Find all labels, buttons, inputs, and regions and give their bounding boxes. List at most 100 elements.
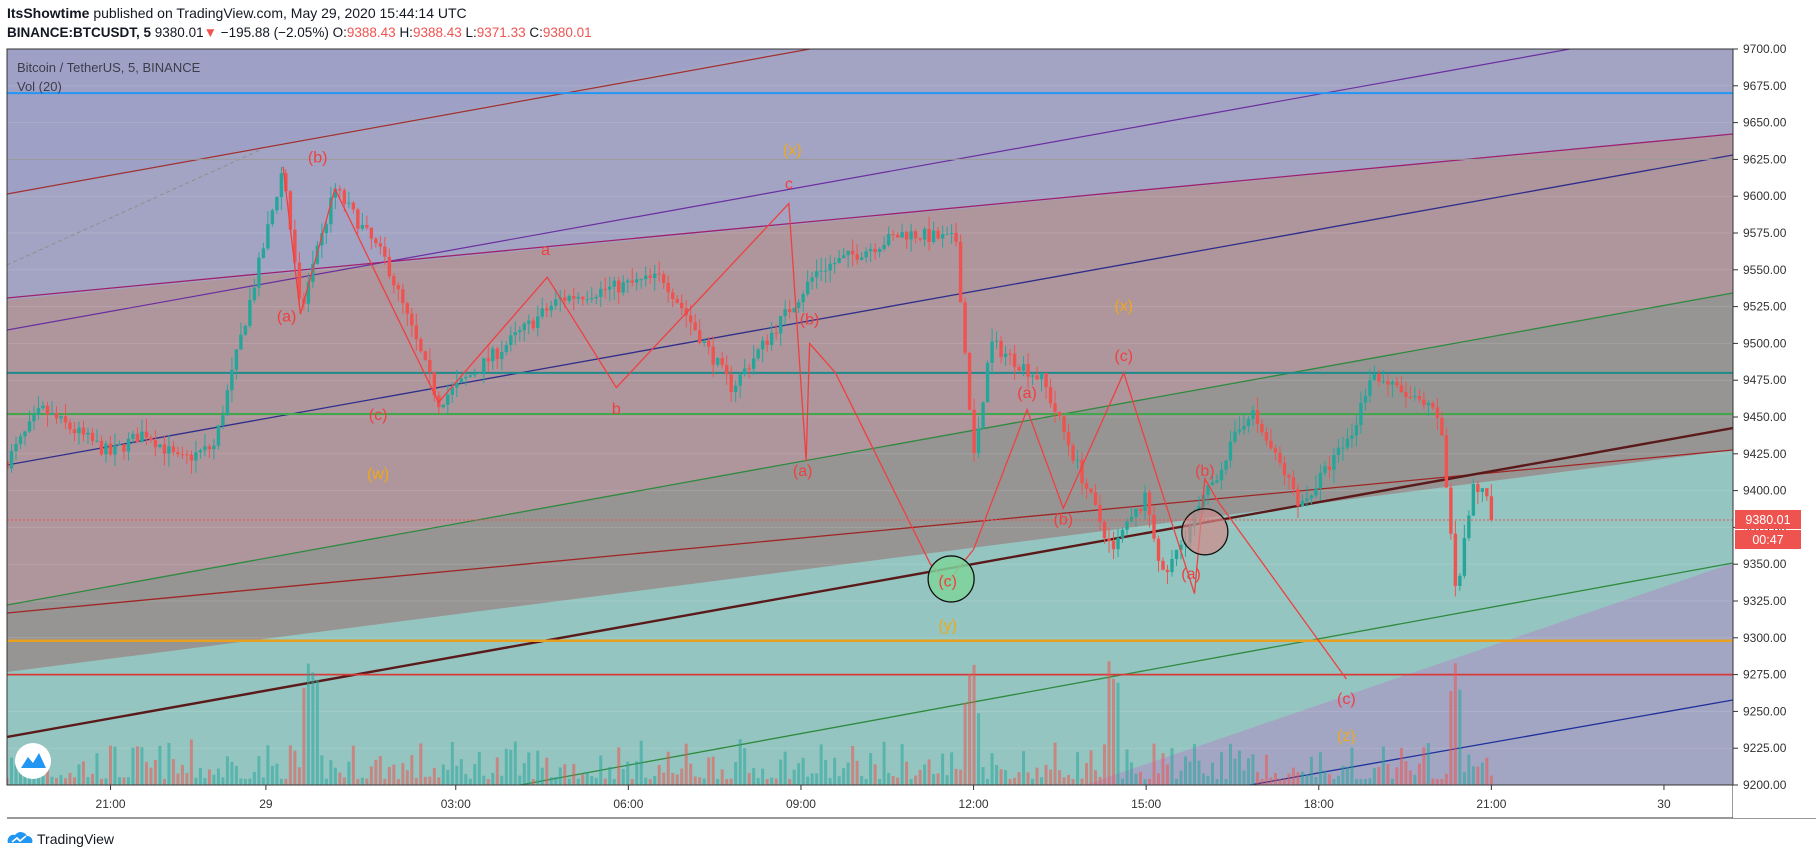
volume-bar bbox=[1399, 747, 1403, 785]
candle-body bbox=[675, 298, 679, 303]
candle-body bbox=[1147, 492, 1152, 515]
price-axis[interactable]: 9200.00 9225.00 9250.00 9275.00 9300.00 9325.… bbox=[1733, 42, 1787, 792]
candle-body bbox=[104, 443, 108, 455]
volume-bar bbox=[927, 759, 931, 785]
volume-bar bbox=[1139, 771, 1143, 785]
volume-bar bbox=[599, 755, 603, 785]
candle-body bbox=[1242, 426, 1246, 430]
tradingview-logo-badge bbox=[15, 743, 51, 779]
volume-bar bbox=[1130, 762, 1134, 785]
candle-body bbox=[423, 351, 428, 360]
volume-bar bbox=[689, 763, 693, 785]
wave-label: (z) bbox=[1337, 728, 1356, 745]
candle-body bbox=[1138, 508, 1143, 512]
volume-bar bbox=[531, 778, 535, 785]
candle-body bbox=[837, 258, 841, 264]
volume-bar bbox=[1287, 773, 1291, 785]
candle-body bbox=[617, 280, 621, 293]
volume-bar bbox=[221, 777, 225, 785]
volume-bar bbox=[1157, 773, 1161, 785]
candle-body bbox=[724, 364, 729, 375]
candle-body bbox=[711, 346, 715, 365]
volume-bar bbox=[1323, 770, 1327, 785]
candle-body bbox=[153, 440, 158, 448]
candle-body bbox=[189, 454, 194, 461]
volume-bar bbox=[1264, 754, 1268, 785]
candle-body bbox=[1057, 411, 1062, 417]
wave-label: (a) bbox=[1181, 566, 1201, 583]
candle-body bbox=[1035, 375, 1039, 380]
volume-bar bbox=[603, 778, 607, 785]
candle-body bbox=[1251, 410, 1255, 419]
volume-legend: Vol (20) bbox=[17, 79, 62, 94]
candle-body bbox=[149, 437, 153, 441]
volume-bar bbox=[252, 771, 256, 785]
volume-bar bbox=[1049, 769, 1053, 785]
price-tick-label: 9425.00 bbox=[1743, 447, 1787, 461]
volume-bar bbox=[1246, 758, 1250, 785]
volume-bar bbox=[905, 761, 909, 785]
publish-header: ItsShowtime published on TradingView.com… bbox=[7, 5, 467, 21]
candle-body bbox=[234, 349, 239, 370]
candle-body bbox=[1143, 492, 1147, 512]
volume-bar bbox=[446, 769, 450, 785]
candle-body bbox=[378, 243, 383, 247]
volume-bar bbox=[203, 777, 207, 785]
candle-body bbox=[958, 241, 963, 303]
candle-body bbox=[684, 308, 688, 316]
volume-bar bbox=[1179, 770, 1183, 785]
volume-bar bbox=[95, 753, 99, 785]
volume-bar bbox=[702, 778, 706, 785]
candle-body bbox=[1327, 466, 1332, 470]
time-axis[interactable]: 21:00 29 03:00 06:00 09:00 12:00 15:00 18:00 21:… bbox=[96, 785, 1671, 811]
candle-body bbox=[823, 270, 828, 272]
candle-body bbox=[666, 282, 670, 293]
candle-body bbox=[320, 233, 324, 246]
volume-bar bbox=[824, 759, 828, 785]
author-name[interactable]: ItsShowtime bbox=[7, 5, 90, 21]
candle-body bbox=[536, 316, 540, 329]
volume-bar bbox=[1260, 778, 1264, 785]
candle-body bbox=[549, 305, 553, 311]
volume-bar bbox=[765, 778, 769, 785]
volume-bar bbox=[486, 778, 490, 785]
volume-bar bbox=[887, 773, 891, 785]
candle-body bbox=[1273, 448, 1278, 453]
volume-bar bbox=[1296, 771, 1300, 785]
volume-bar bbox=[1404, 761, 1408, 785]
candle-body bbox=[671, 292, 675, 299]
wave-label: (b) bbox=[308, 149, 328, 166]
volume-bar bbox=[7, 777, 9, 785]
candle-body bbox=[1152, 514, 1156, 539]
price-tick-label: 9550.00 bbox=[1743, 263, 1787, 277]
volume-bar bbox=[50, 776, 54, 785]
candle-body bbox=[45, 405, 50, 415]
candle-body bbox=[203, 446, 207, 451]
volume-bar bbox=[1318, 752, 1322, 785]
candle-body bbox=[805, 281, 810, 295]
candle-body bbox=[518, 330, 522, 333]
candle-body bbox=[594, 296, 598, 299]
volume-bar bbox=[1462, 772, 1466, 785]
candle-body bbox=[522, 323, 526, 331]
candle-body bbox=[297, 262, 302, 299]
candle-body bbox=[284, 173, 288, 192]
volume-bar bbox=[1201, 773, 1205, 785]
candle-body bbox=[1404, 392, 1408, 398]
footer-brand[interactable]: TradingView bbox=[7, 830, 114, 848]
volume-bar bbox=[639, 740, 643, 785]
volume-bar bbox=[1215, 778, 1219, 785]
candle-body bbox=[468, 375, 473, 377]
candle-body bbox=[1368, 380, 1372, 396]
volume-bar bbox=[635, 761, 639, 785]
candle-body bbox=[680, 302, 684, 309]
volume-bar bbox=[725, 778, 729, 785]
volume-bar bbox=[873, 764, 877, 785]
volume-bar bbox=[360, 777, 364, 785]
volume-bar bbox=[171, 759, 175, 785]
candle-body bbox=[1179, 544, 1183, 550]
candle-body bbox=[913, 231, 918, 239]
volume-bar bbox=[1233, 758, 1237, 785]
volume-bar bbox=[936, 773, 940, 785]
